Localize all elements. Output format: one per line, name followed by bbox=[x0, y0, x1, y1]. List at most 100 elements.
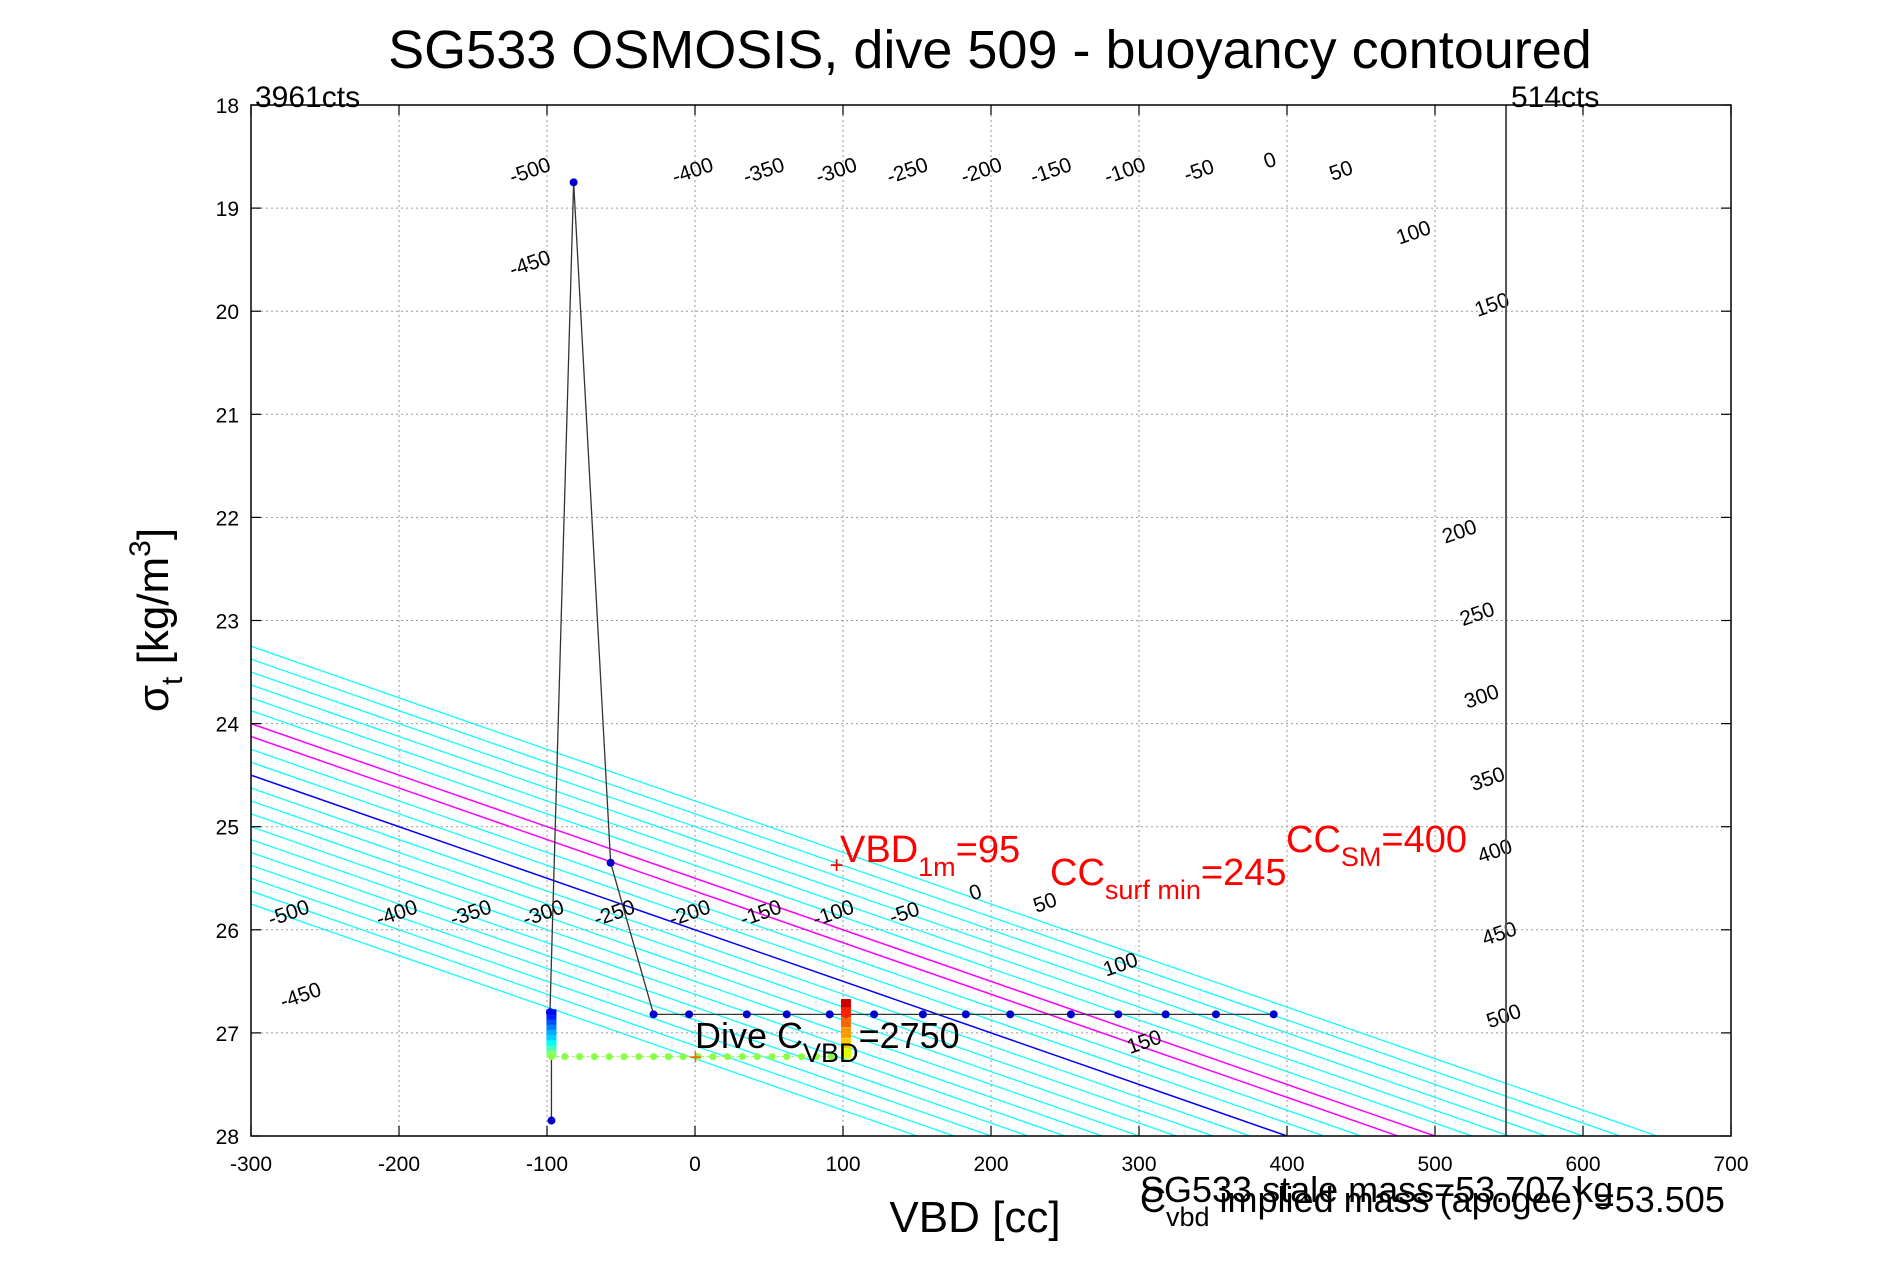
x-tick-label: -100 bbox=[526, 1153, 568, 1176]
dive-profile-point bbox=[918, 1010, 927, 1019]
dive-profile-point bbox=[870, 1010, 879, 1019]
y-tick-label: 18 bbox=[216, 95, 239, 118]
color-bar-segment bbox=[840, 999, 851, 1010]
y-tick-label: 21 bbox=[216, 404, 239, 427]
vbd1m-annotation-sub: 1m bbox=[918, 852, 956, 882]
vbd1m-annotation-main: VBD bbox=[840, 829, 918, 871]
y-tick-label: 24 bbox=[216, 714, 240, 737]
contour-line bbox=[251, 748, 1362, 1136]
x-tick-label: -200 bbox=[378, 1153, 420, 1176]
y-axis-label-sup: 3 bbox=[124, 540, 157, 557]
dive-profile-point bbox=[547, 1116, 556, 1125]
dive-c-marker: + bbox=[689, 1045, 702, 1070]
color-bar-segment bbox=[840, 1048, 851, 1059]
color-bar-segment bbox=[840, 1038, 851, 1049]
x-tick-label: 0 bbox=[689, 1153, 701, 1176]
cc-sm-annotation: CCSM=400 bbox=[1286, 819, 1467, 872]
implied-mass-note-sub: vbd bbox=[1166, 1202, 1210, 1232]
color-bar-segment bbox=[840, 1007, 851, 1018]
cc-sm-annotation-main: CC bbox=[1286, 819, 1341, 861]
colored-point bbox=[724, 1053, 732, 1061]
dive-profile-point bbox=[742, 1010, 751, 1019]
colored-point bbox=[590, 1053, 598, 1061]
colored-point bbox=[827, 1053, 835, 1061]
gradient-cluster bbox=[546, 1045, 557, 1052]
contour-line bbox=[251, 645, 1658, 1136]
colored-point bbox=[576, 1053, 584, 1061]
contour-line bbox=[251, 800, 1214, 1136]
y-tick-label: 28 bbox=[216, 1126, 239, 1149]
contour-line bbox=[251, 851, 1066, 1136]
vbd1m-annotation-value: =95 bbox=[956, 829, 1020, 871]
y-tick-label: 23 bbox=[216, 611, 239, 634]
x-tick-label: 200 bbox=[973, 1153, 1008, 1176]
x-tick-label: 700 bbox=[1713, 1153, 1748, 1176]
implied-mass-note-text: implied mass (apogee) =53.505 bbox=[1210, 1179, 1725, 1220]
dive-profile-point bbox=[825, 1010, 834, 1019]
contour-line bbox=[251, 826, 1140, 1136]
contour-line bbox=[251, 774, 1288, 1136]
contour-line bbox=[251, 787, 1251, 1136]
contour-line bbox=[251, 890, 955, 1136]
contour-line bbox=[251, 877, 992, 1136]
colored-point bbox=[664, 1053, 672, 1061]
y-tick-label: 20 bbox=[216, 301, 239, 324]
gradient-cluster bbox=[546, 1040, 557, 1047]
colored-point bbox=[812, 1053, 820, 1061]
cc-sm-annotation-value: =400 bbox=[1381, 819, 1467, 861]
x-tick-label: 400 bbox=[1269, 1153, 1304, 1176]
colored-point bbox=[768, 1053, 776, 1061]
cc-surf-min-annotation-value: =245 bbox=[1201, 852, 1287, 894]
implied-mass-note-c: C bbox=[1140, 1179, 1166, 1220]
dive-profile-point bbox=[1066, 1010, 1075, 1019]
axis-ticks: -300 -200 -100 0 100 200 300 400 500 600 700 18 19 20… bbox=[216, 95, 1749, 1176]
x-tick-label: 500 bbox=[1417, 1153, 1452, 1176]
colored-point bbox=[561, 1053, 569, 1061]
dive-profile-line bbox=[549, 182, 1274, 1121]
contour-line bbox=[251, 864, 1029, 1136]
dive-profile-point bbox=[1269, 1010, 1278, 1019]
contour-line bbox=[251, 761, 1325, 1136]
y-axis-label-units: [kg/m bbox=[129, 557, 178, 677]
special-contour-line bbox=[251, 722, 1436, 1136]
cc-surf-min-annotation: CCsurf min=245 bbox=[1050, 852, 1287, 905]
contour-line bbox=[251, 838, 1103, 1136]
y-axis-label-close: ] bbox=[129, 528, 178, 540]
colored-point bbox=[798, 1053, 806, 1061]
special-contour-line bbox=[251, 735, 1399, 1136]
dive-profile-point bbox=[606, 858, 615, 867]
contour-line bbox=[251, 813, 1177, 1136]
y-tick-label: 27 bbox=[216, 1023, 239, 1046]
contour-line bbox=[251, 903, 918, 1136]
colored-point bbox=[620, 1053, 628, 1061]
x-tick-label: -300 bbox=[230, 1153, 272, 1176]
colored-point-series: ++ bbox=[547, 852, 851, 1070]
y-tick-label: 19 bbox=[216, 198, 239, 221]
colored-point bbox=[679, 1053, 687, 1061]
dive-c-vbd-annotation-sub: VBD bbox=[803, 1038, 859, 1068]
dive-profile-point bbox=[1006, 1010, 1015, 1019]
x-tick-label: 600 bbox=[1565, 1153, 1600, 1176]
dive-c-vbd-annotation-main: Dive C bbox=[695, 1015, 803, 1056]
gradient-cluster bbox=[546, 1035, 557, 1042]
dive-profile-point bbox=[961, 1010, 970, 1019]
y-axis-label: σt [kg/m3] bbox=[124, 528, 189, 712]
colored-point bbox=[650, 1053, 658, 1061]
y-tick-label: 22 bbox=[216, 507, 239, 530]
dive-profile-point bbox=[685, 1010, 694, 1019]
left-cts-label: 3961cts bbox=[255, 81, 360, 114]
gradient-cluster bbox=[546, 1009, 557, 1016]
x-tick-label: 300 bbox=[1121, 1153, 1156, 1176]
contour-line bbox=[251, 684, 1547, 1136]
dive-profile-point bbox=[1211, 1010, 1220, 1019]
chart-title: SG533 OSMOSIS, dive 509 - buoyancy conto… bbox=[388, 20, 1592, 80]
colored-point bbox=[694, 1053, 702, 1061]
contour-line bbox=[251, 697, 1510, 1136]
color-bar-segment bbox=[840, 1027, 851, 1038]
vbd1m-marker: + bbox=[830, 852, 844, 879]
cc-sm-annotation-sub: SM bbox=[1341, 842, 1382, 872]
y-tick-label: 25 bbox=[216, 817, 239, 840]
colored-point bbox=[738, 1053, 746, 1061]
